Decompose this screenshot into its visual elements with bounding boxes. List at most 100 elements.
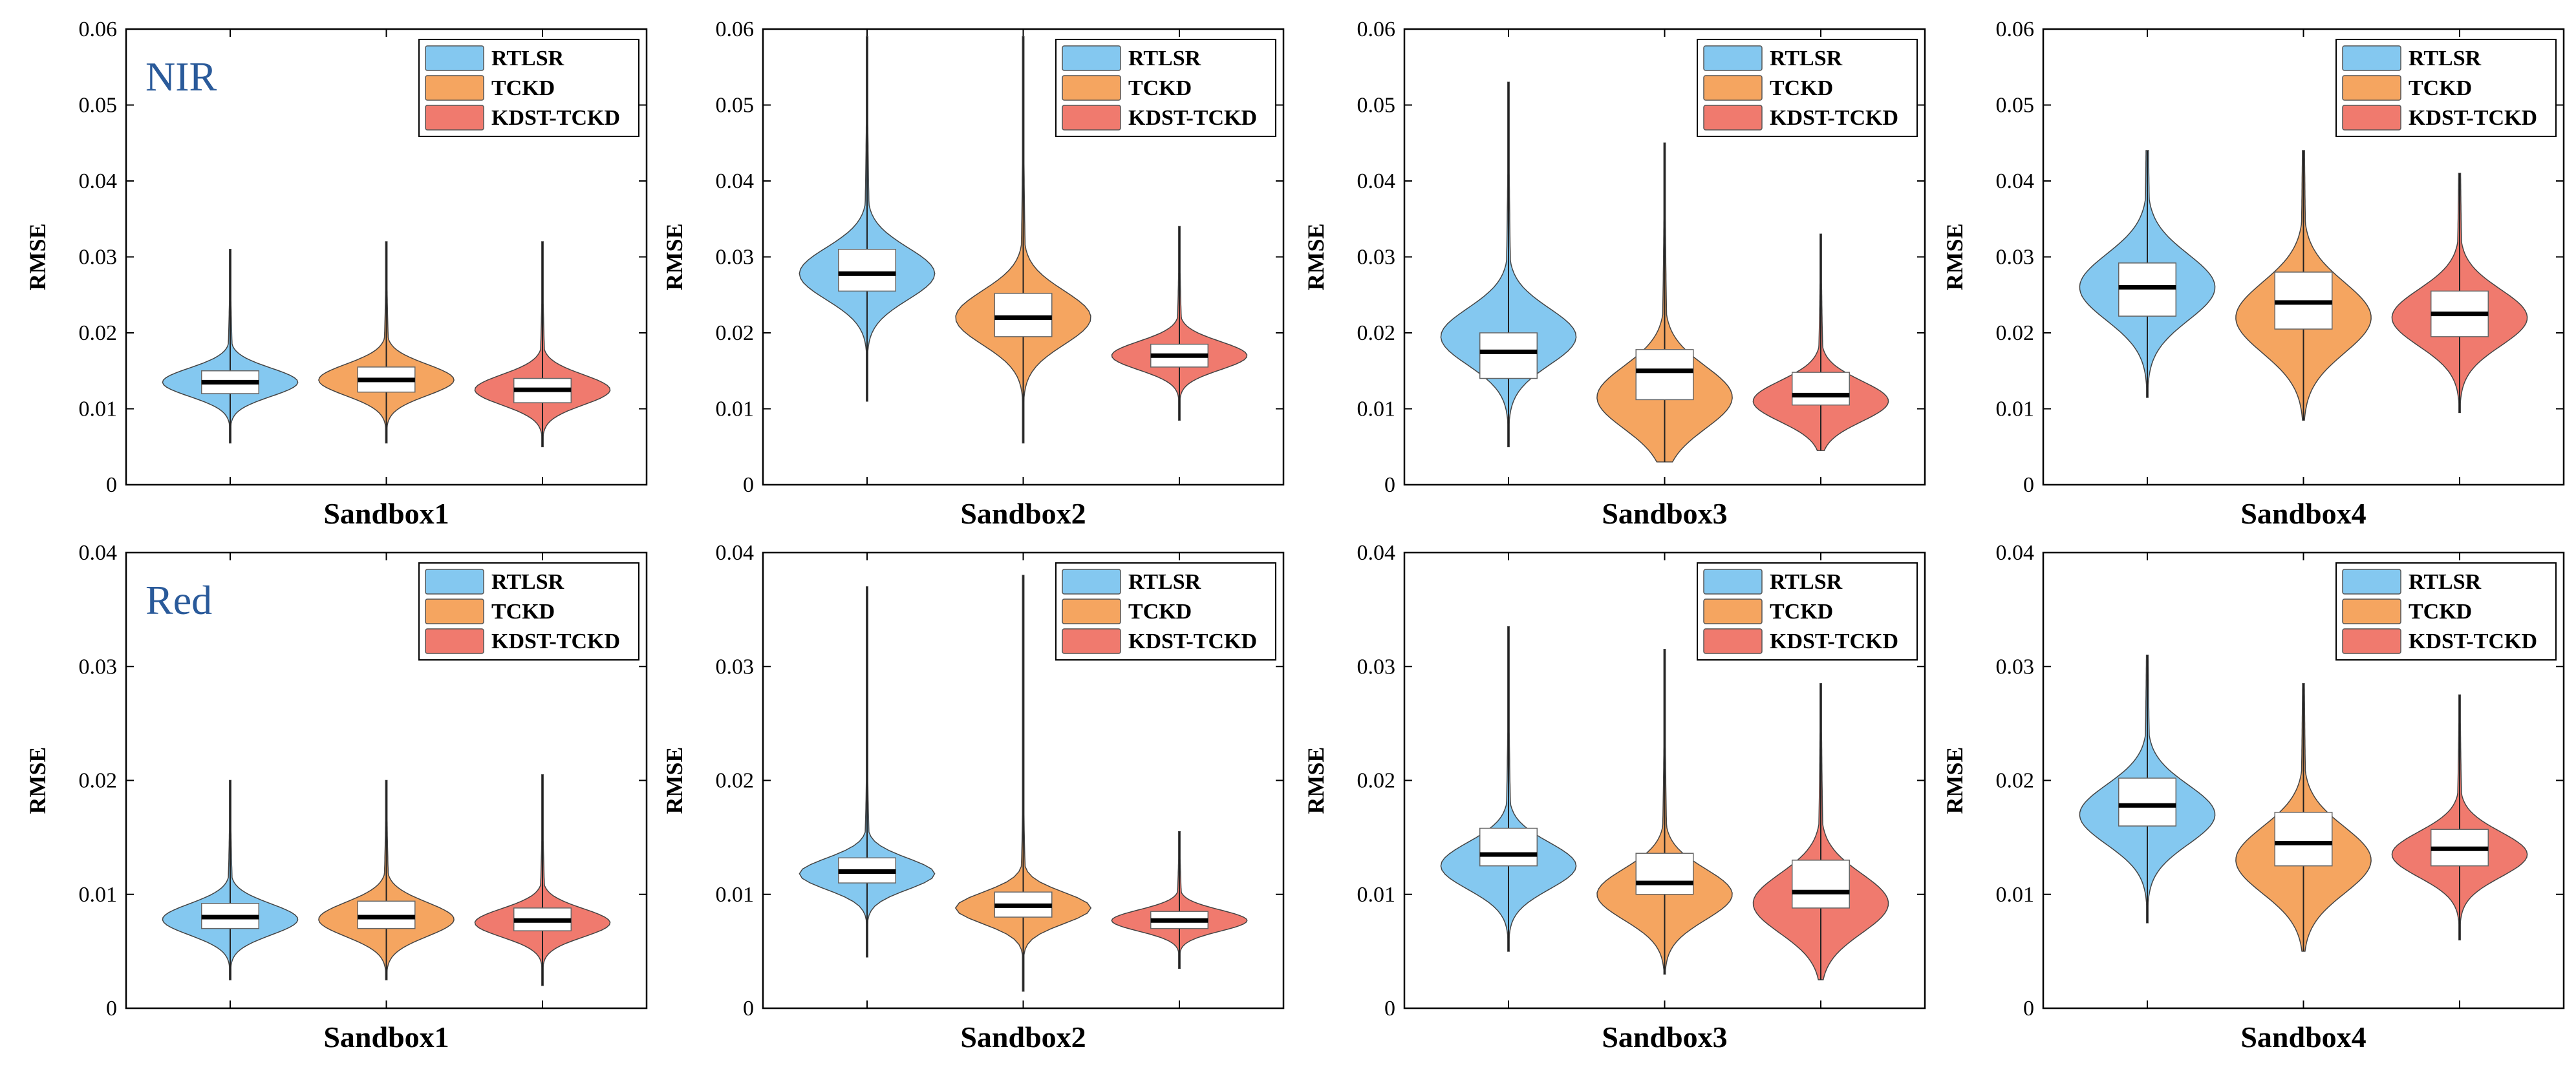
y-tick-label: 0.04	[1996, 169, 2035, 193]
y-tick-label: 0.04	[1357, 169, 1396, 193]
violin-iqr-box	[2274, 812, 2333, 867]
legend-label-rtlsr: RTLSR	[1770, 570, 1843, 594]
y-tick-label: 0.05	[1357, 94, 1396, 118]
legend-label-tckd: TCKD	[2409, 600, 2472, 624]
violin-rtlsr	[1440, 81, 1577, 448]
legend-swatch-rtlsr	[1703, 45, 1763, 71]
y-tick-label: 0.03	[716, 246, 755, 270]
band-label: NIR	[145, 54, 217, 100]
y-tick-label: 0.05	[1996, 94, 2035, 118]
panel-sandbox2-nir: 0 0.01 0.02 0.03 0.04 0.05 0.06 RMSE Sandbox2 RTL…	[661, 17, 1285, 530]
x-axis-label: Sandbox3	[1602, 1021, 1727, 1053]
violin-tckd	[2235, 683, 2372, 952]
axes-frame	[2042, 28, 2565, 486]
y-tick-label: 0.04	[1996, 541, 2035, 565]
y-tick-label: 0.04	[716, 169, 755, 193]
y-tick-label: 0.03	[1357, 655, 1396, 679]
y-tick-label: 0.01	[79, 883, 118, 907]
legend-label-rtlsr: RTLSR	[491, 47, 564, 70]
y-tick-label: 0.04	[716, 541, 755, 565]
y-tick-label: 0.03	[79, 246, 118, 270]
violin-rtlsr	[799, 586, 936, 958]
y-tick-label: 0.02	[1996, 321, 2035, 345]
legend-label-kdst-tckd: KDST-TCKD	[1128, 630, 1257, 653]
legend-swatch-rtlsr	[1062, 569, 1121, 595]
axes-frame	[1403, 551, 1926, 1010]
y-tick-label: 0	[106, 473, 117, 497]
violin-iqr-box	[994, 293, 1053, 337]
x-axis-label: Sandbox4	[2240, 497, 2366, 530]
legend-label-tckd: TCKD	[491, 600, 555, 624]
x-axis-label: Sandbox3	[1602, 497, 1727, 530]
violin-tckd	[955, 36, 1091, 444]
legend-label-rtlsr: RTLSR	[1128, 570, 1201, 594]
legend-swatch-tckd	[1062, 598, 1121, 624]
y-tick-label: 0.04	[79, 541, 118, 565]
violin-iqr-box	[2118, 262, 2177, 317]
axes-frame	[2042, 551, 2565, 1010]
violin-rtlsr	[1440, 626, 1577, 952]
legend-swatch-tckd	[1062, 75, 1121, 101]
y-tick-label: 0.03	[1996, 246, 2035, 270]
y-tick-label: 0.01	[1996, 883, 2035, 907]
panel-sandbox3-red: 0 0.01 0.02 0.03 0.04 RMSE Sandbox3 RTLSR TCKD KD…	[1303, 541, 1926, 1053]
violin-kdst-tckd	[1111, 831, 1248, 969]
y-tick-label: 0	[2023, 997, 2034, 1021]
y-tick-label: 0.02	[716, 769, 755, 793]
y-tick-label: 0.01	[79, 397, 118, 421]
panel-sandbox2-red: 0 0.01 0.02 0.03 0.04 RMSE Sandbox2 RTLSR TCKD KD…	[661, 541, 1285, 1053]
violin-iqr-box	[837, 249, 897, 292]
y-axis-label: RMSE	[25, 746, 50, 814]
panel-sandbox1-red: 0 0.01 0.02 0.03 0.04 RMSE Sandbox1 Red RTLSR TCK…	[25, 541, 648, 1053]
violin-iqr-box	[1635, 852, 1694, 895]
legend-swatch-tckd	[2342, 75, 2401, 101]
legend-swatch-rtlsr	[1062, 45, 1121, 71]
violin-rtlsr	[162, 248, 299, 444]
violin-tckd	[1596, 649, 1733, 975]
y-tick-label: 0.02	[1996, 769, 2035, 793]
legend: RTLSR TCKD KDST-TCKD	[418, 562, 639, 661]
legend-label-kdst-tckd: KDST-TCKD	[2409, 106, 2537, 130]
legend-label-kdst-tckd: KDST-TCKD	[491, 106, 620, 130]
legend-swatch-rtlsr	[2342, 569, 2401, 595]
y-tick-label: 0.06	[1996, 17, 2035, 41]
y-tick-label: 0.04	[79, 169, 118, 193]
y-tick-label: 0.05	[716, 94, 755, 118]
violin-kdst-tckd	[1752, 683, 1889, 980]
y-tick-label: 0	[743, 997, 754, 1021]
y-axis-label: RMSE	[1942, 223, 1968, 290]
y-axis-label: RMSE	[661, 223, 687, 290]
y-tick-label: 0.05	[79, 94, 118, 118]
legend: RTLSR TCKD KDST-TCKD	[1055, 39, 1276, 137]
y-axis-label: RMSE	[1942, 746, 1968, 814]
axes-frame	[762, 551, 1285, 1010]
legend-swatch-kdst-tckd	[1062, 628, 1121, 654]
y-tick-label: 0.04	[1357, 541, 1396, 565]
x-axis-label: Sandbox1	[323, 1021, 449, 1053]
legend: RTLSR TCKD KDST-TCKD	[418, 39, 639, 137]
legend-label-kdst-tckd: KDST-TCKD	[491, 630, 620, 653]
legend: RTLSR TCKD KDST-TCKD	[1697, 562, 1918, 661]
legend: RTLSR TCKD KDST-TCKD	[1697, 39, 1918, 137]
y-tick-label: 0.03	[716, 655, 755, 679]
violin-kdst-tckd	[1752, 233, 1889, 451]
legend-label-tckd: TCKD	[1770, 76, 1833, 100]
y-axis-label: RMSE	[1303, 746, 1329, 814]
y-tick-label: 0.02	[1357, 769, 1396, 793]
violin-rtlsr	[799, 36, 936, 402]
legend-label-tckd: TCKD	[1770, 600, 1833, 624]
panel-sandbox4-nir: 0 0.01 0.02 0.03 0.04 0.05 0.06 RMSE Sandbox4 RTL…	[1942, 17, 2565, 530]
y-tick-label: 0.01	[1357, 397, 1396, 421]
violin-iqr-box	[2118, 778, 2177, 827]
legend-swatch-kdst-tckd	[1062, 105, 1121, 131]
violin-tckd	[1596, 142, 1733, 463]
legend-label-rtlsr: RTLSR	[1770, 47, 1843, 70]
legend-label-tckd: TCKD	[491, 76, 555, 100]
legend: RTLSR TCKD KDST-TCKD	[1055, 562, 1276, 661]
violin-tckd	[318, 779, 455, 980]
legend-label-tckd: TCKD	[1128, 76, 1192, 100]
legend-swatch-tckd	[425, 598, 484, 624]
legend-swatch-tckd	[1703, 75, 1763, 101]
legend-swatch-kdst-tckd	[425, 628, 484, 654]
